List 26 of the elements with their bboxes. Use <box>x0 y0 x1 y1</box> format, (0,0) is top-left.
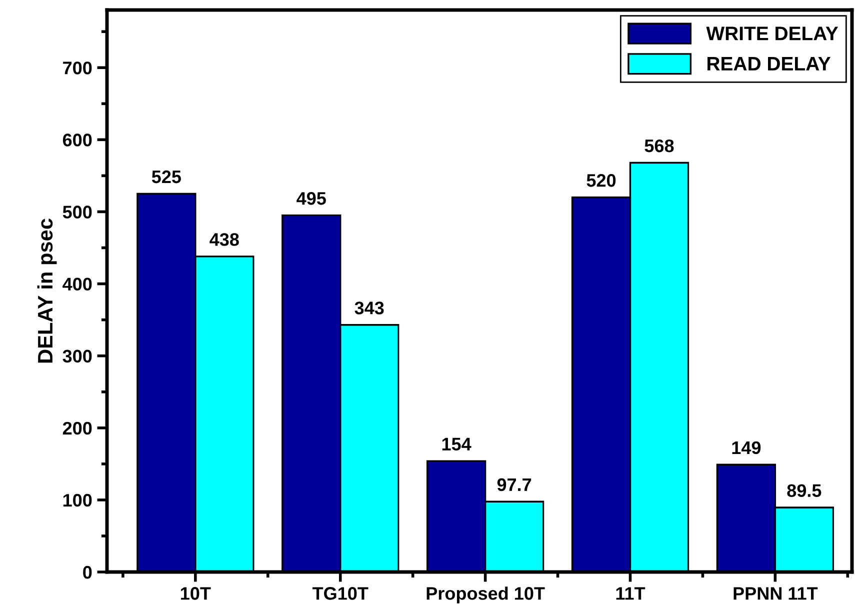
x-tick-label: PPNN 11T <box>734 587 818 600</box>
y-tick-label: 700 <box>63 62 92 74</box>
y-tick-label: 0 <box>83 566 92 579</box>
y-tick-label: 400 <box>62 278 92 291</box>
y-tick-label: 300 <box>62 350 92 363</box>
legend-label: WRITE DELAY <box>706 26 838 40</box>
x-tick-label: Proposed 10T <box>426 586 545 604</box>
data-label: 149 <box>732 441 761 454</box>
x-tick-label: TG10T <box>312 587 368 600</box>
y-tick-label: 600 <box>62 134 92 146</box>
data-label: 520 <box>586 174 616 187</box>
data-label: 97.7 <box>497 478 532 492</box>
x-tick-label: 10T <box>180 587 211 600</box>
data-label: 438 <box>210 233 239 246</box>
data-label: 343 <box>354 302 384 314</box>
y-tick-label: 100 <box>63 494 92 507</box>
data-label: 154 <box>442 438 472 451</box>
y-tick-label: 200 <box>62 422 92 435</box>
data-label: 568 <box>644 139 674 152</box>
y-axis-title: DELAY in psec <box>37 218 57 363</box>
y-tick-label: 500 <box>62 206 92 218</box>
data-label: 89.5 <box>787 484 822 497</box>
x-tick-label: 11T <box>616 587 646 600</box>
data-label: 525 <box>152 170 181 184</box>
legend-label: READ DELAY <box>708 57 831 70</box>
data-label: 495 <box>296 192 326 205</box>
